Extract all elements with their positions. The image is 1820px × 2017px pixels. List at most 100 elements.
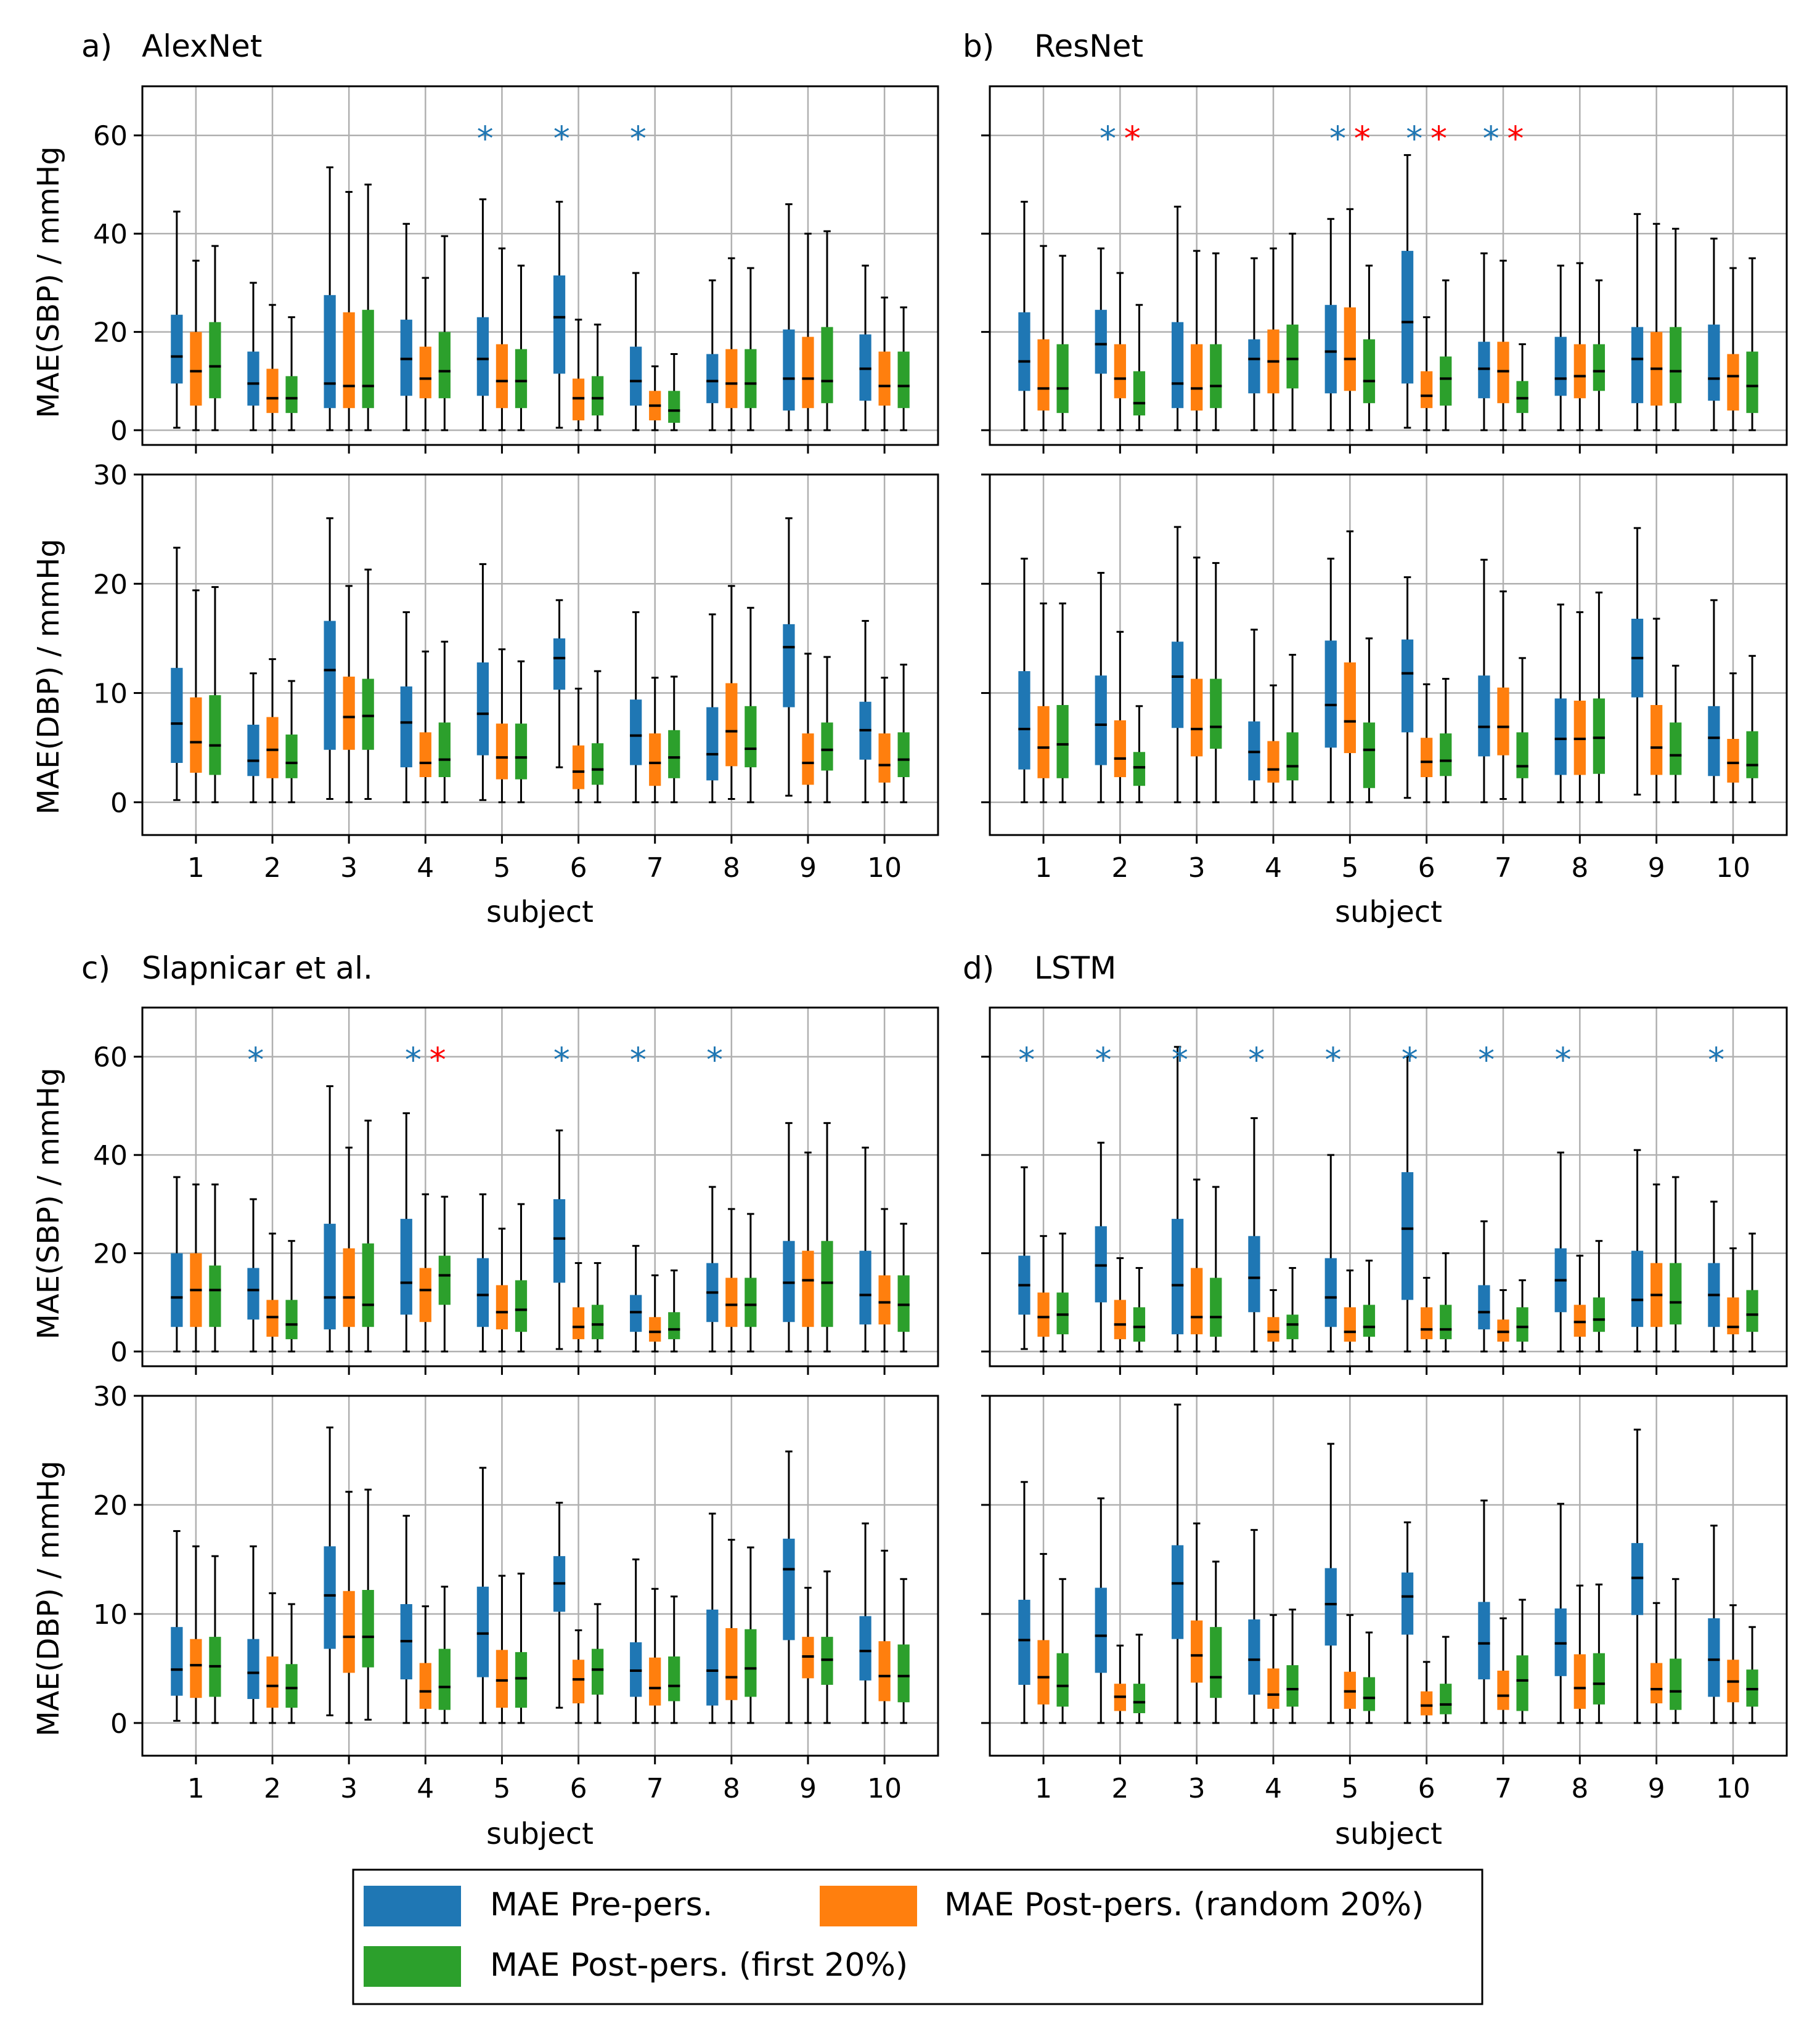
box-rand [1037,1292,1050,1337]
x-tick-label: 5 [1341,852,1358,884]
box-pre [1631,327,1644,404]
axes-frame [989,85,1788,446]
x-tick-label: 2 [1111,852,1128,884]
box-rand [649,733,661,786]
box-rand [1267,1668,1279,1709]
y-axis-label-a-sbp: MAE(SBP) / mmHg [31,146,66,418]
x-tick-label: 6 [570,1773,587,1804]
significance-star-blue: * [1406,120,1422,158]
box-first [1363,1305,1376,1337]
box-pre [706,1609,719,1706]
significance-star-red: * [1507,120,1524,158]
box-first [1593,698,1606,774]
box-first [897,1644,910,1703]
box-rand [802,336,814,409]
axes-frame [141,85,939,446]
box-rand [496,1285,508,1330]
significance-star-blue: * [1708,1041,1724,1080]
box-pre [324,1546,336,1649]
x-tick-label: 10 [1716,1773,1750,1804]
x-tick-label: 4 [417,1773,434,1804]
box-first [1746,1290,1758,1332]
box-first [591,1305,604,1340]
x-tick-label: 1 [187,1773,205,1804]
box-first [897,351,910,409]
x-tick-label: 6 [1418,852,1435,884]
x-tick-label: 3 [340,1773,357,1804]
box-rand [1191,1620,1203,1683]
box-pre [1401,639,1414,733]
box-pre [1478,1285,1490,1330]
x-tick-label: 7 [647,1773,664,1804]
box-first [285,376,298,414]
x-axis-label-a: subject [486,895,594,929]
box-pre [1708,706,1720,776]
box-first [1286,732,1299,781]
box-rand [725,349,738,409]
box-first [1363,722,1376,788]
x-tick-label: 8 [1571,1773,1588,1804]
box-first [1440,1684,1452,1714]
box-pre [1401,251,1414,384]
box-first [1286,324,1299,389]
y-axis-label-a-dbp: MAE(DBP) / mmHg [31,539,66,815]
axes-frame [989,1006,1788,1367]
x-tick-label: 6 [570,852,587,884]
y-axis-label-c-sbp: MAE(SBP) / mmHg [31,1067,66,1339]
panel-b-label: b) [963,28,994,64]
box-pre [1401,1572,1414,1635]
box-pre [476,1586,489,1677]
box-rand [419,346,431,399]
box-pre [324,621,336,750]
box-rand [1573,344,1586,399]
box-rand [802,733,814,785]
box-rand [1421,1307,1433,1340]
box-rand [419,1663,431,1709]
box-pre [171,667,183,763]
box-rand [1727,354,1739,411]
y-tick-label: 60 [93,1042,128,1074]
box-rand [725,683,738,767]
significance-star-blue: * [247,1041,264,1080]
box-first [1056,1653,1069,1707]
box-first [1133,752,1146,786]
box-pre [859,1250,871,1325]
box-rand [572,1307,585,1340]
plot-a-sbp: * * * 0 20 40 60 [93,85,939,454]
box-rand [190,697,202,773]
box-rand [190,1639,202,1698]
box-rand [343,676,355,750]
box-pre [783,329,795,411]
legend-frame [352,1868,1483,2005]
box-pre [400,686,412,768]
box-first [209,695,221,775]
box-first [591,1648,604,1695]
x-axis-label-b: subject [1335,895,1442,929]
significance-star-red: * [1354,120,1371,158]
box-first [1440,356,1452,406]
significance-star-blue: * [1172,1041,1188,1080]
x-axis-label-c: subject [486,1817,594,1851]
significance-star-blue: * [553,120,570,158]
x-tick-label: 6 [1418,1773,1435,1804]
box-first [591,376,604,416]
box-pre [1248,1236,1260,1313]
box-first [668,391,680,423]
box-pre [1324,1258,1337,1327]
box-pre [1018,312,1030,391]
box-rand [1037,706,1050,778]
legend-swatch-pre [364,1886,461,1926]
box-rand [343,312,355,409]
y-tick-label: 20 [93,317,128,349]
x-tick-label: 9 [799,1773,817,1804]
box-first [362,1243,374,1327]
y-tick-label: 20 [93,1239,128,1270]
x-axis-label-d: subject [1335,1817,1442,1851]
box-rand [343,1591,355,1673]
box-pre [1324,304,1337,394]
box-first [745,349,757,409]
box-rand [725,1277,738,1327]
box-rand [649,1657,661,1706]
box-first [1516,732,1528,778]
